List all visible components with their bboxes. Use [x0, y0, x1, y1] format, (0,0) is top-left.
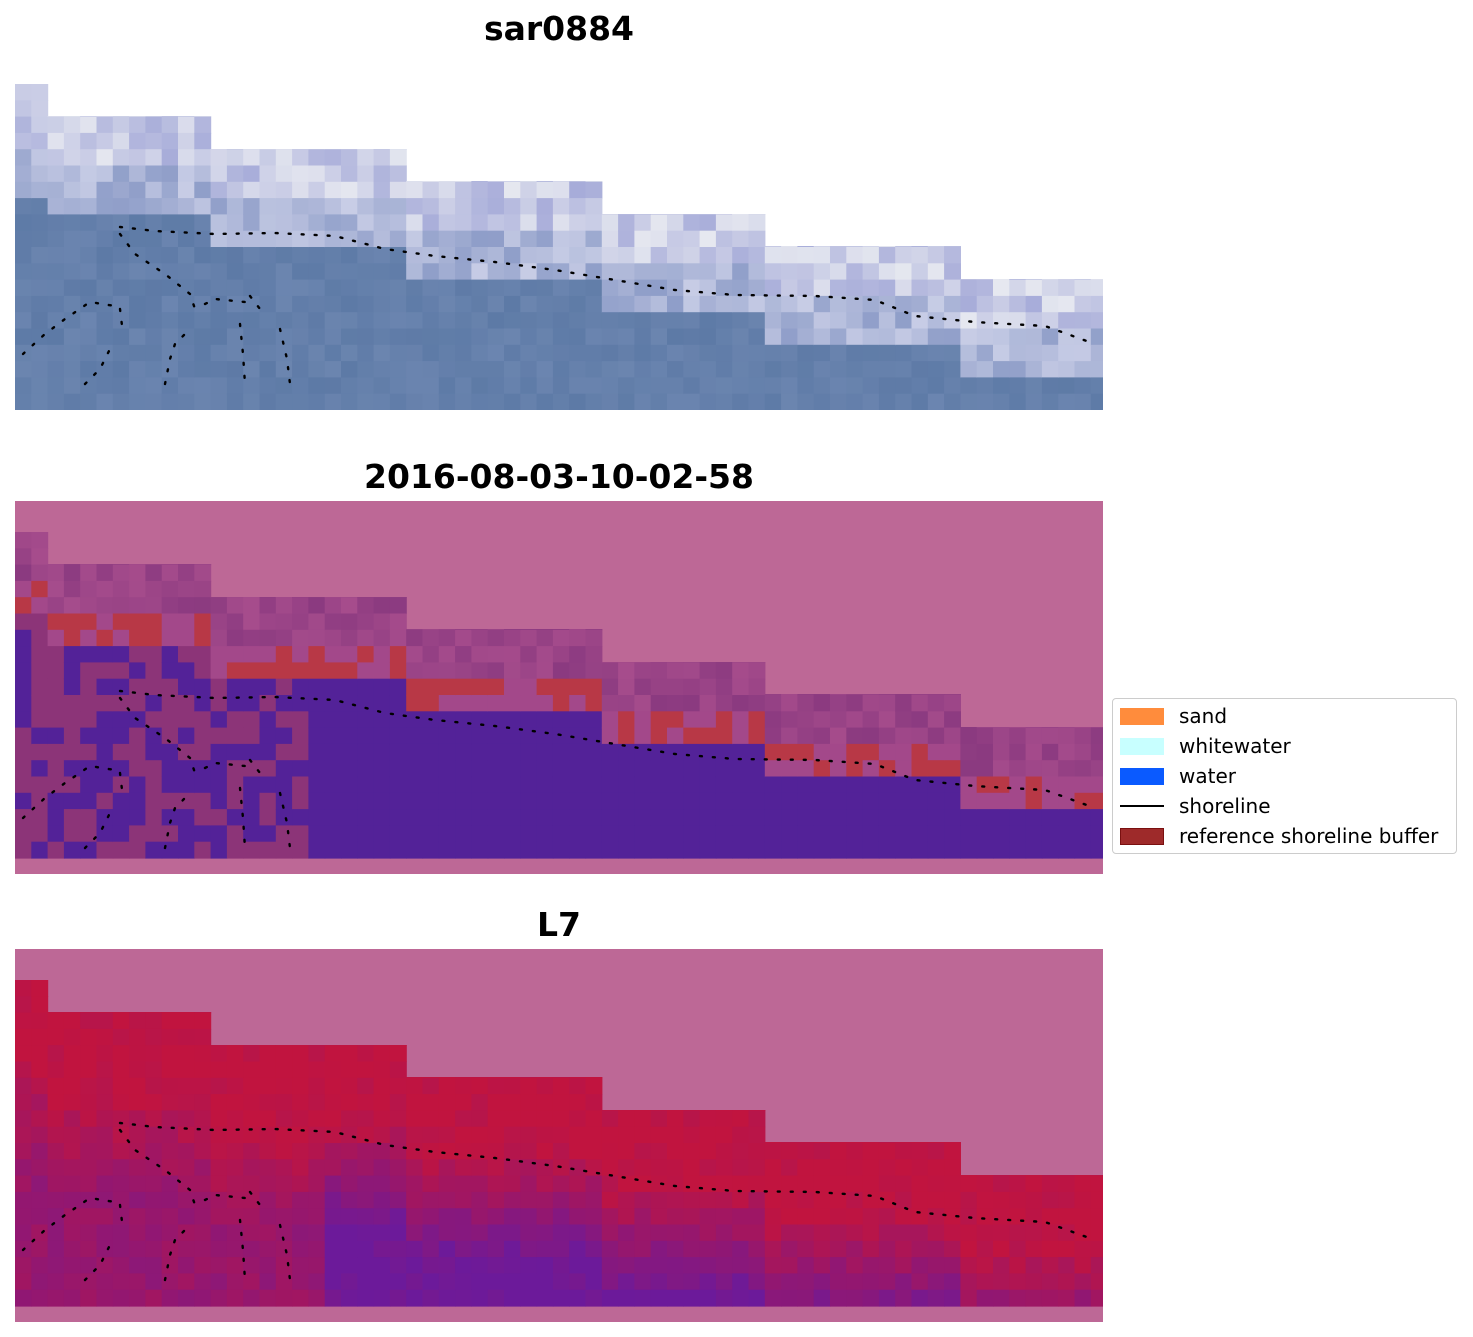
- rgb-image-panel: [15, 84, 1103, 410]
- water-swatch: [1120, 767, 1164, 785]
- legend-label-shoreline: shoreline: [1179, 794, 1271, 818]
- classified-image-panel: [15, 501, 1103, 874]
- index-image-panel: [15, 949, 1103, 1322]
- shoreline-branch-4: [163, 1223, 192, 1282]
- legend-label-whitewater: whitewater: [1179, 734, 1291, 758]
- index-pixels: [15, 980, 1103, 1307]
- index-image: [15, 949, 1103, 1322]
- legend-item-reference-buffer: reference shoreline buffer: [1120, 824, 1438, 848]
- shoreline-branch-8: [248, 294, 262, 311]
- shoreline-line-swatch: [1120, 805, 1164, 807]
- rgb-image: [15, 84, 1103, 410]
- legend: sand whitewater water shoreline referenc…: [1112, 698, 1457, 854]
- legend-item-shoreline: shoreline: [1120, 794, 1271, 818]
- panel-title-rgb: sar0884: [483, 9, 635, 48]
- shoreline-classified: [21, 689, 1097, 850]
- legend-label-water: water: [1179, 764, 1236, 788]
- legend-item-sand: sand: [1120, 704, 1227, 728]
- shoreline-branch-8: [248, 758, 262, 775]
- shoreline-rgb: [21, 225, 1097, 386]
- shoreline-main: [118, 689, 1097, 810]
- shoreline-branch-4: [163, 327, 192, 386]
- shoreline-branch-1: [21, 1196, 117, 1252]
- shoreline-main: [118, 225, 1097, 346]
- sand-swatch: [1120, 707, 1164, 725]
- shoreline-branch-2: [118, 771, 125, 800]
- legend-label-reference-buffer: reference shoreline buffer: [1179, 824, 1439, 848]
- classified-pixels: [15, 532, 1103, 859]
- panel-title-index: L7: [537, 905, 581, 944]
- shoreline-main: [118, 1121, 1097, 1242]
- classified-image: [15, 501, 1103, 874]
- legend-item-whitewater: whitewater: [1120, 734, 1291, 758]
- shoreline-branch-1: [21, 764, 117, 820]
- shoreline-branch-2: [118, 307, 125, 336]
- panel-title-classified: 2016-08-03-10-02-58: [364, 457, 754, 496]
- legend-item-water: water: [1120, 764, 1236, 788]
- shoreline-branch-8: [248, 1190, 262, 1207]
- whitewater-swatch: [1120, 737, 1164, 755]
- shoreline-index: [21, 1121, 1097, 1282]
- shoreline-branch-2: [118, 1203, 125, 1232]
- rgb-pixels: [15, 84, 1103, 410]
- shoreline-branch-1: [21, 300, 117, 356]
- reference-buffer-swatch: [1120, 827, 1164, 845]
- shoreline-branch-4: [163, 791, 192, 850]
- legend-label-sand: sand: [1179, 704, 1228, 728]
